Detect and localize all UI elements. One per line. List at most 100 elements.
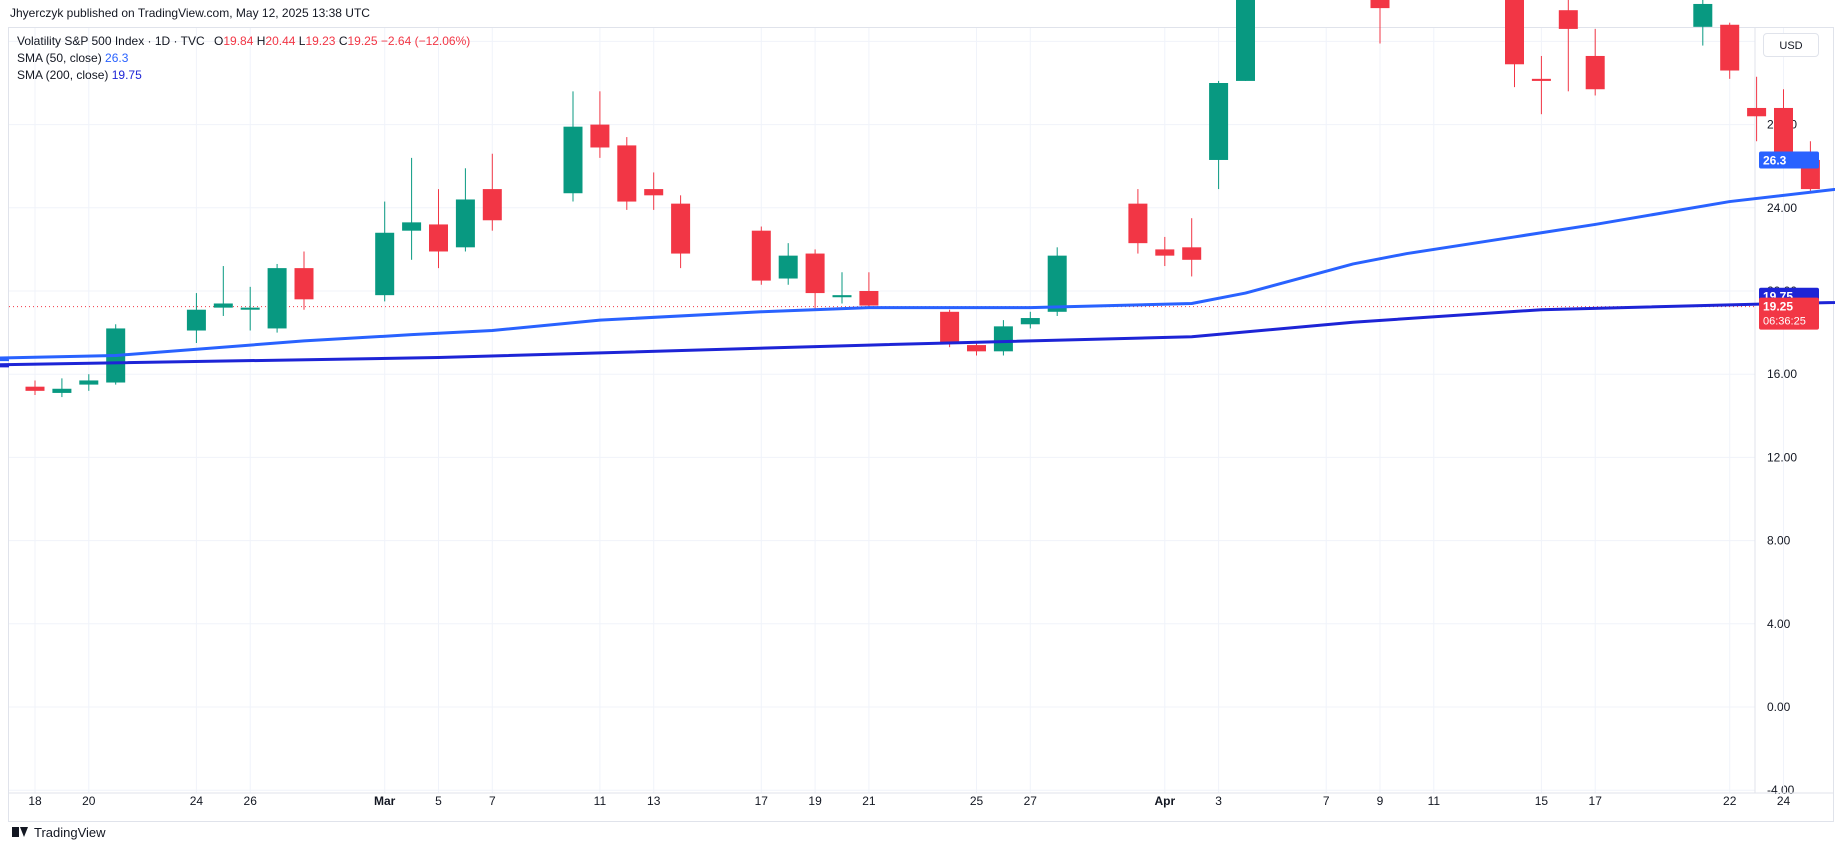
candle-body xyxy=(590,124,610,148)
y-tick-label: -4.00 xyxy=(1767,783,1795,797)
x-tick-label: 15 xyxy=(1535,794,1549,808)
candle-body xyxy=(52,388,72,393)
legend-sma200-row[interactable]: SMA (200, close) 19.75 xyxy=(17,67,470,84)
y-tick-label: 0.00 xyxy=(1767,700,1791,714)
y-tick-label: 4.00 xyxy=(1767,617,1791,631)
candle-body xyxy=(1505,0,1524,65)
candle-body xyxy=(1236,0,1255,81)
candle-body xyxy=(1155,249,1175,256)
candle-body xyxy=(240,307,260,310)
x-tick-label: 18 xyxy=(28,794,42,808)
y-tick-label: 12.00 xyxy=(1767,450,1797,464)
candle-body xyxy=(1370,0,1390,9)
candle-body xyxy=(563,126,583,194)
candle-body xyxy=(402,222,422,231)
legend-open: 19.84 xyxy=(223,34,254,48)
footer-logo[interactable]: TradingView xyxy=(12,822,106,842)
candle-body xyxy=(1182,247,1202,260)
candle-body xyxy=(429,224,448,252)
x-tick-label: Mar xyxy=(374,794,396,808)
x-tick-label: Apr xyxy=(1154,794,1175,808)
legend-close: 19.25 xyxy=(347,34,378,48)
sma-line xyxy=(0,300,1835,368)
candle-body xyxy=(25,386,45,391)
candle-body xyxy=(1531,78,1551,81)
x-tick-label: 24 xyxy=(190,794,204,808)
candle-body xyxy=(1128,203,1148,244)
candle-body xyxy=(1747,107,1767,117)
candle-body xyxy=(186,309,206,331)
x-tick-label: 11 xyxy=(594,794,607,808)
price-axis-label xyxy=(1759,151,1819,169)
x-tick-label: 9 xyxy=(1377,794,1384,808)
price-axis-label-text: 26.3 xyxy=(1763,153,1787,167)
candle-body xyxy=(617,145,637,202)
legend-change: −2.64 (−12.06%) xyxy=(380,34,471,48)
price-axis-label-text: 19.25 xyxy=(1763,300,1793,314)
legend-o-label: O xyxy=(214,34,224,48)
candle-body xyxy=(375,232,395,296)
x-tick-label: 7 xyxy=(1323,794,1330,808)
x-tick-label: 25 xyxy=(970,794,984,808)
x-tick-label: 27 xyxy=(1024,794,1038,808)
candle-body xyxy=(993,326,1013,352)
legend-sma200-label: SMA (200, close) xyxy=(17,68,109,82)
legend-sma50-row[interactable]: SMA (50, close) 26.3 xyxy=(17,50,470,67)
x-tick-label: 11 xyxy=(1428,794,1441,808)
candle-body xyxy=(482,189,502,221)
candle-body xyxy=(671,203,691,254)
legend-symbol: Volatility S&P 500 Index · 1D · TVC xyxy=(17,34,205,48)
candle-body xyxy=(778,255,798,279)
y-tick-label: 24.00 xyxy=(1767,201,1797,215)
candle-body xyxy=(1693,3,1713,27)
candlestick-chart[interactable]: -4.000.004.008.0012.0016.0020.0024.0028.… xyxy=(0,0,1835,822)
x-tick-label: 19 xyxy=(808,794,822,808)
candle-body xyxy=(832,295,852,298)
legend-h-label: H xyxy=(256,34,266,48)
candle-body xyxy=(644,189,664,196)
candle-body xyxy=(213,303,233,308)
legend-sma50-value: 26.3 xyxy=(105,51,129,65)
footer-brand: TradingView xyxy=(34,824,106,840)
legend-low: 19.23 xyxy=(305,34,336,48)
candle-body xyxy=(455,199,475,248)
x-tick-label: 7 xyxy=(489,794,496,808)
chart-legend: Volatility S&P 500 Index · 1D · TVC O19.… xyxy=(17,33,470,84)
x-tick-label: 22 xyxy=(1723,794,1737,808)
chart-frame xyxy=(8,27,1834,822)
candle-body xyxy=(1558,10,1578,29)
tradingview-logo-icon xyxy=(12,827,28,837)
legend-sma50-label: SMA (50, close) xyxy=(17,51,102,65)
x-tick-label: 24 xyxy=(1777,794,1791,808)
legend-l-label: L xyxy=(298,34,306,48)
legend-symbol-row[interactable]: Volatility S&P 500 Index · 1D · TVC O19.… xyxy=(17,33,470,50)
candle-body xyxy=(967,345,986,352)
y-tick-label: 16.00 xyxy=(1767,367,1797,381)
y-tick-label: 8.00 xyxy=(1767,534,1791,548)
candle-body xyxy=(1020,318,1040,325)
x-tick-label: 5 xyxy=(435,794,442,808)
candle-body xyxy=(1209,83,1229,160)
x-tick-label: 13 xyxy=(647,794,661,808)
candle-body xyxy=(1774,107,1793,156)
countdown-label-text: 06:36:25 xyxy=(1763,316,1806,328)
candle-body xyxy=(267,268,287,329)
candle-body xyxy=(1585,55,1605,90)
price-axis-label xyxy=(1759,297,1819,330)
legend-high: 20.44 xyxy=(265,34,296,48)
x-tick-label: 20 xyxy=(82,794,96,808)
candle-body xyxy=(1720,24,1740,71)
x-tick-label: 21 xyxy=(862,794,876,808)
x-tick-label: 3 xyxy=(1215,794,1222,808)
legend-sma200-value: 19.75 xyxy=(111,68,142,82)
candle-body xyxy=(805,253,825,294)
candle-body xyxy=(79,380,99,385)
candle-body xyxy=(294,268,314,300)
candle-body xyxy=(1047,255,1067,312)
candle-body xyxy=(751,230,771,281)
currency-button[interactable]: USD xyxy=(1763,33,1819,57)
x-tick-label: 17 xyxy=(1589,794,1603,808)
candle-body xyxy=(859,291,879,306)
sma-line xyxy=(0,187,1835,362)
candle-body xyxy=(940,311,960,343)
